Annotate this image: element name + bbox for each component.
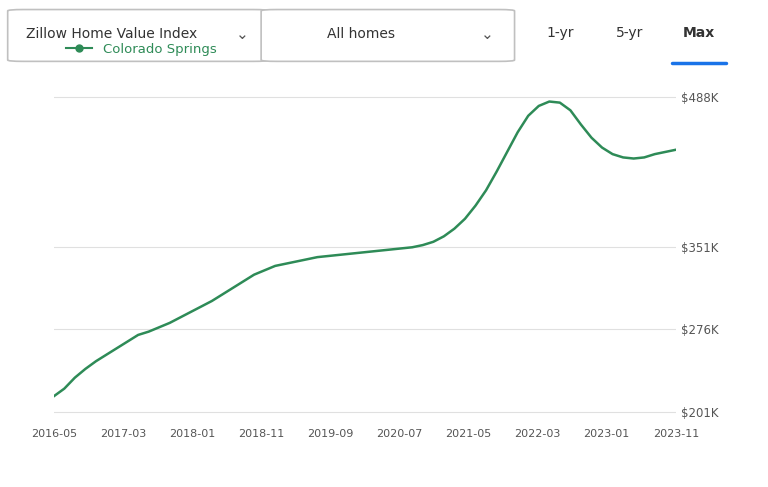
Text: Max: Max bbox=[683, 26, 715, 40]
Text: Zillow Home Value Index: Zillow Home Value Index bbox=[26, 27, 197, 41]
Text: ⌄: ⌄ bbox=[236, 27, 248, 41]
FancyBboxPatch shape bbox=[0, 0, 768, 68]
FancyBboxPatch shape bbox=[8, 10, 269, 61]
FancyBboxPatch shape bbox=[261, 10, 515, 61]
Text: 1-yr: 1-yr bbox=[547, 26, 574, 40]
Text: All homes: All homes bbox=[327, 27, 395, 41]
Text: 5-yr: 5-yr bbox=[616, 26, 644, 40]
Legend: Colorado Springs: Colorado Springs bbox=[61, 37, 222, 61]
Text: ⌄: ⌄ bbox=[482, 27, 494, 41]
